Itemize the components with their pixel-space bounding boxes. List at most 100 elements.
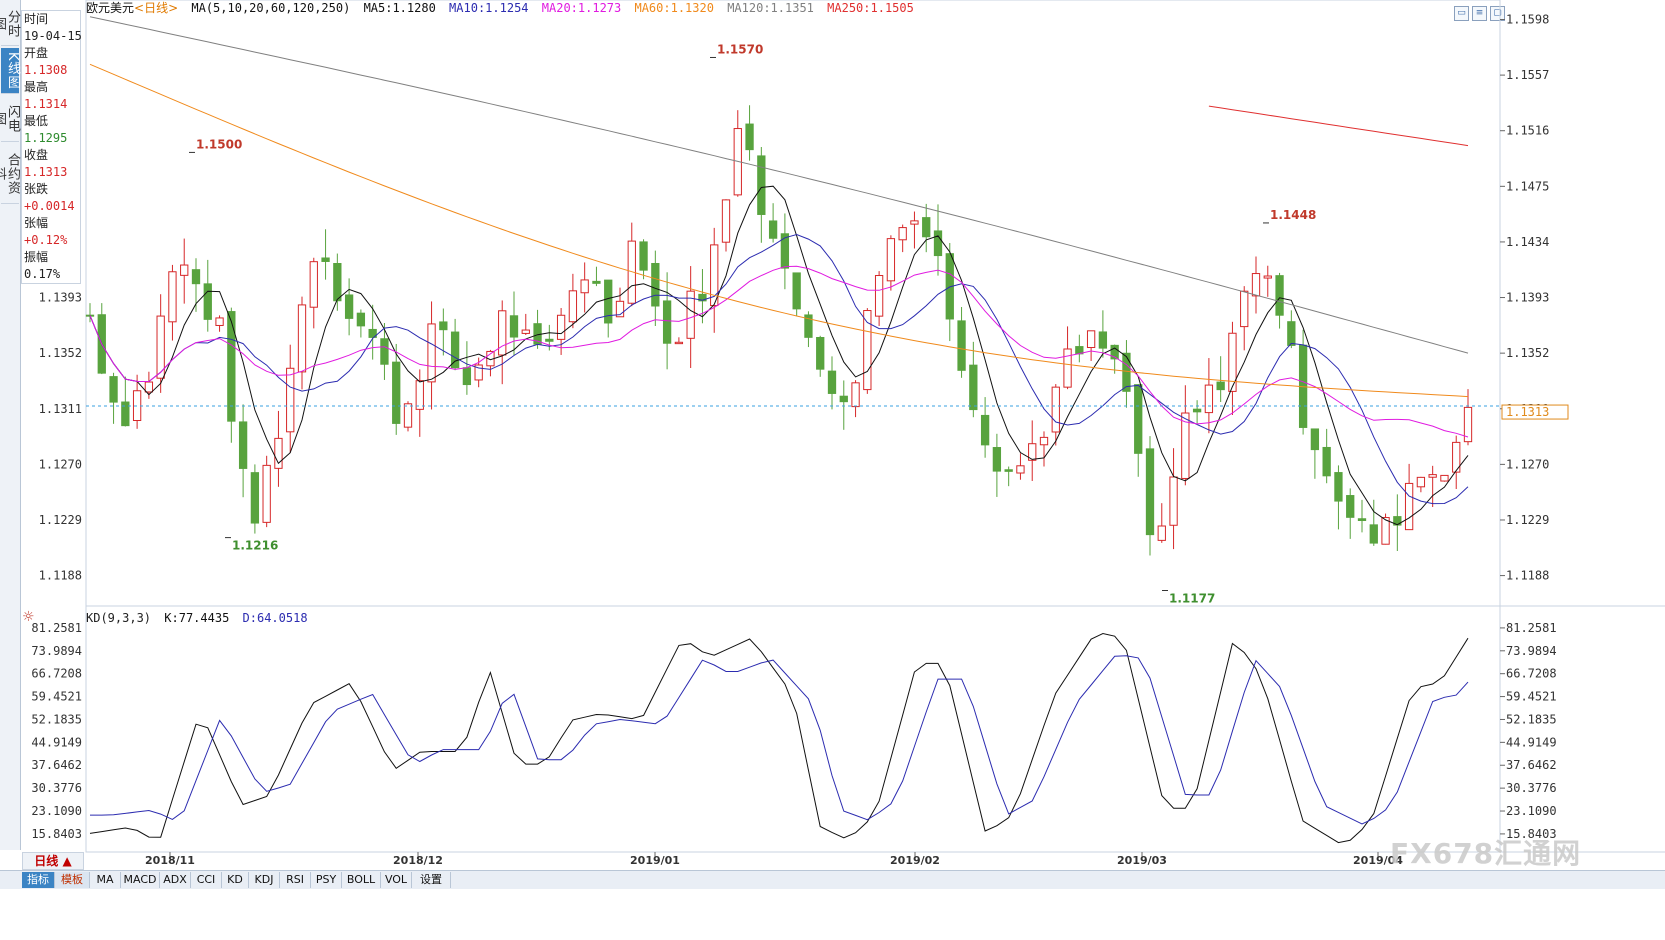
ma250-line (1208, 105, 1469, 147)
candle-body (686, 290, 695, 339)
close-value: 1.1313 (24, 165, 68, 179)
left-price-axis-label: 1.1229 (39, 513, 82, 527)
kd-axis-label: 52.1835 (1506, 712, 1557, 726)
candle-body (191, 269, 201, 285)
kd-left-axis-label: 44.9149 (31, 735, 82, 749)
price-axis-label: 1.1475 (1506, 179, 1549, 193)
candle-body (286, 367, 295, 433)
candle-body (792, 272, 801, 310)
open-value: 1.1308 (24, 63, 68, 77)
candle-body (392, 361, 401, 424)
candle-body (309, 261, 318, 308)
kd-settings-icon[interactable]: ☼ (22, 609, 35, 625)
current-price-tag (1501, 404, 1569, 420)
tab-rsi[interactable]: RSI (280, 872, 311, 888)
tab-cci[interactable]: CCI (191, 872, 222, 888)
candle-body (710, 244, 719, 307)
tab-template[interactable]: 模板 (55, 872, 90, 888)
chart-canvas[interactable]: 1.1598 1.1557 1.1516 1.1475 1.1434 1.1393 1.13… (0, 0, 1665, 870)
tab-indicators[interactable]: 指标 (22, 872, 55, 888)
ma10-line (89, 233, 1469, 505)
candle-body (109, 376, 118, 403)
tab-flash[interactable]: 闪电图 (0, 96, 20, 142)
tab-boll[interactable]: BOLL (342, 872, 381, 888)
date-axis-label: 2018/11 (145, 854, 195, 867)
candle-body (874, 275, 884, 317)
candle-body (1287, 321, 1296, 346)
kd-k-line (89, 632, 1469, 844)
candle-body (144, 381, 154, 393)
candle-body (639, 241, 648, 271)
kd-axis-label: 81.2581 (1506, 621, 1557, 635)
candle-body (238, 421, 248, 469)
time-value: 19-04-15 (24, 29, 82, 43)
candle-body (1251, 273, 1261, 297)
candle-body (757, 155, 766, 215)
candle-body (1016, 465, 1025, 474)
candle-body (1039, 436, 1049, 446)
tab-vol[interactable]: VOL (381, 872, 412, 888)
tab-timeshare[interactable]: 分时图 (0, 2, 20, 46)
candle-body (215, 317, 224, 326)
candle-body (698, 293, 707, 302)
zoom-icon[interactable]: ▭ (1454, 6, 1469, 21)
kd-axis-label: 15.8403 (1506, 827, 1557, 841)
pct-value: +0.12% (24, 233, 68, 247)
candle-body (1086, 330, 1096, 349)
candle-body (1063, 348, 1072, 388)
candle-body (1463, 406, 1473, 443)
price-axis-label: 1.1598 (1506, 12, 1549, 26)
candle-body (180, 264, 189, 276)
candle-body (344, 294, 354, 319)
candle-body (380, 338, 389, 365)
candle-body (933, 230, 943, 257)
candle-body (745, 123, 754, 151)
bottom-indicator-bar: 指标 模板 MA MACD ADX CCI KD KDJ RSI PSY BOL… (0, 870, 1665, 889)
tab-kd[interactable]: KD (222, 872, 249, 888)
tab-kdj[interactable]: KDJ (249, 872, 280, 888)
period-button[interactable]: 日线 ▲ (22, 852, 84, 870)
restore-icon[interactable]: ▢ (1490, 6, 1505, 21)
candle-body (1346, 495, 1355, 518)
kd-k-value: K:77.4435 (164, 611, 230, 625)
candle-body (274, 437, 283, 469)
tab-macd[interactable]: MACD (121, 872, 160, 888)
candle-body (851, 382, 860, 408)
candle-body (168, 271, 177, 323)
left-tab-strip: 分时图 K线图 闪电图 合约资料 (0, 0, 21, 850)
candle-body (804, 314, 813, 338)
kd-left-axis-label: 59.4521 (31, 690, 82, 704)
candle-body (1240, 290, 1249, 328)
grid-icon[interactable]: ≡ (1472, 6, 1487, 21)
ma60-line (89, 63, 1469, 398)
candle-body (368, 328, 377, 338)
candle-body (462, 367, 472, 386)
candle-body (121, 401, 130, 427)
candle-body (1440, 474, 1449, 482)
candle-body (203, 283, 212, 320)
tab-psy[interactable]: PSY (311, 872, 342, 888)
kd-axis-label: 44.9149 (1506, 735, 1557, 749)
candle-body (439, 321, 448, 331)
kd-left-axis-label: 52.1835 (31, 712, 82, 726)
tab-adx[interactable]: ADX (160, 872, 191, 888)
tab-ma[interactable]: MA (90, 872, 121, 888)
candle-body (863, 310, 872, 391)
tab-settings[interactable]: 设置 (412, 872, 451, 888)
price-axis-label: 1.1434 (1506, 235, 1549, 249)
left-price-axis-label: 1.1270 (39, 457, 82, 471)
price-annotation: 1.1500 (196, 137, 242, 151)
candle-body (415, 380, 424, 410)
kd-axis-label: 37.6462 (1506, 758, 1557, 772)
candle-body (545, 338, 554, 342)
candle-body (1145, 448, 1155, 536)
price-axis-label: 1.1229 (1506, 513, 1549, 527)
candle-body (1157, 525, 1166, 541)
candle-body (592, 280, 601, 284)
ma20-line (89, 265, 1469, 438)
kd-title-bar: KD(9,3,3) K:77.4435 D:64.0518 (86, 610, 314, 626)
tab-kline[interactable]: K线图 (1, 48, 20, 94)
tab-contract-info[interactable]: 合约资料 (0, 144, 20, 204)
kd-left-axis-label: 73.9894 (31, 644, 82, 658)
candle-body (1192, 408, 1202, 413)
